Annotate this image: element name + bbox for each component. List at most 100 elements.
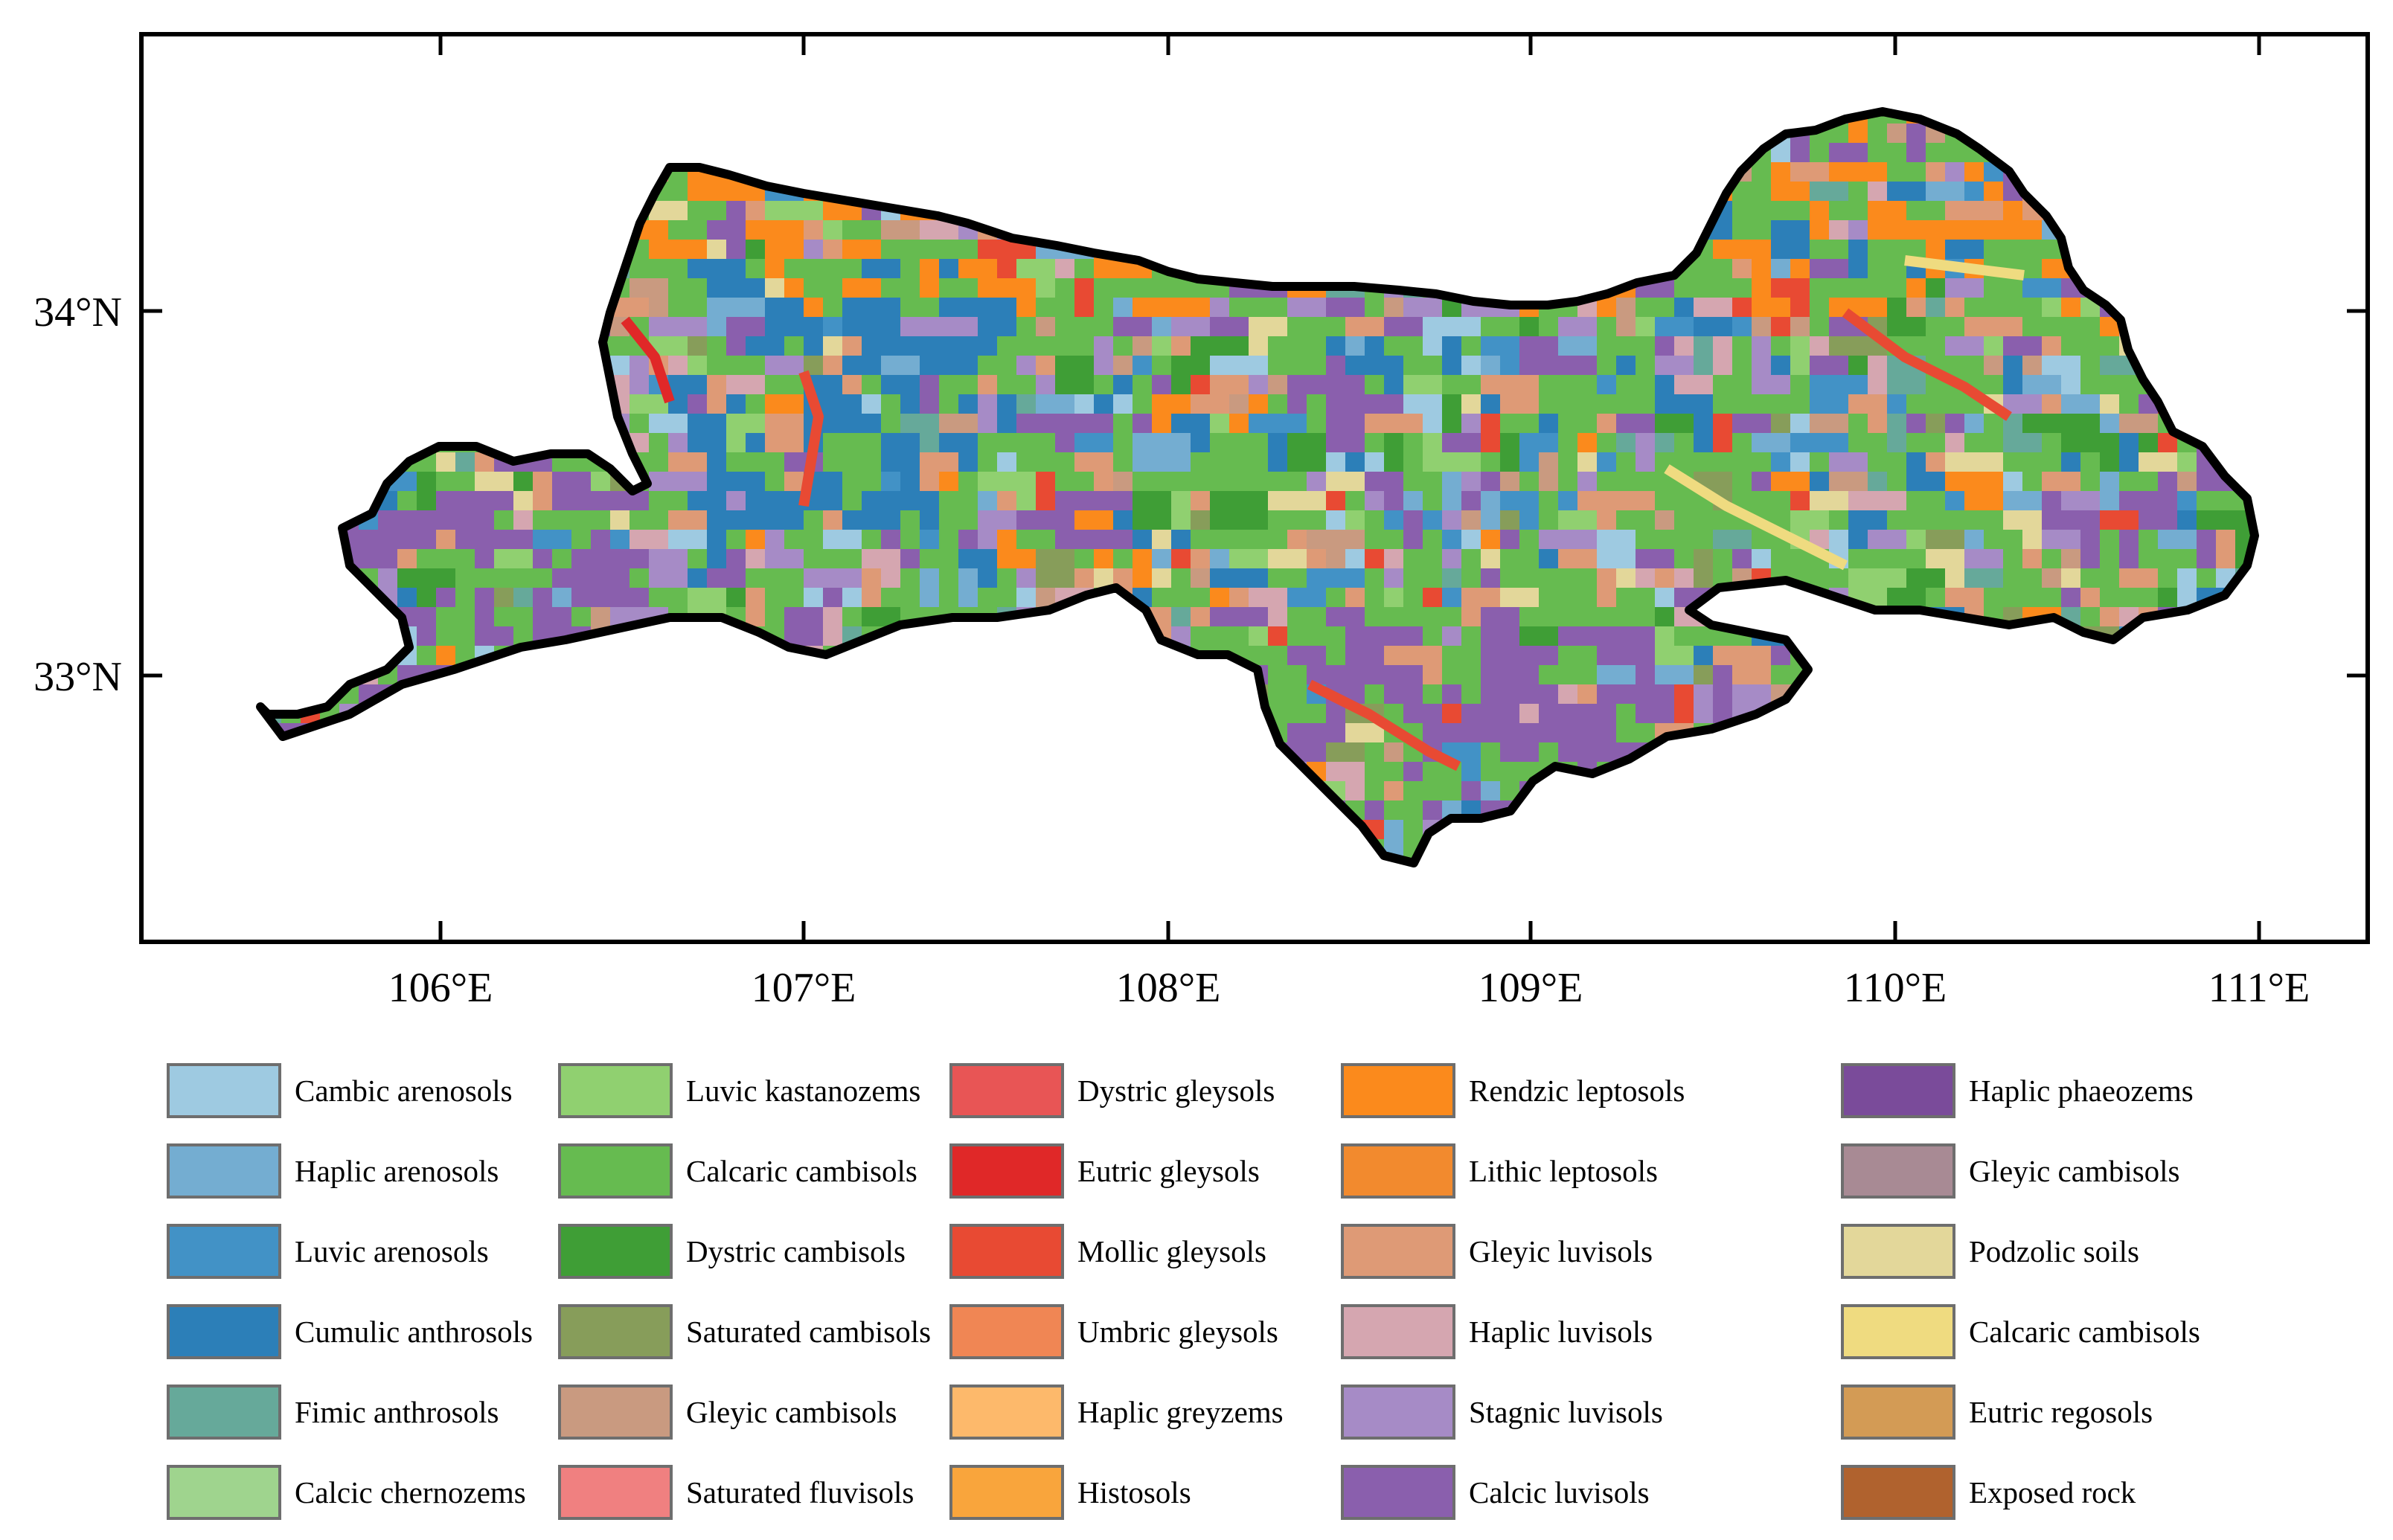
soil-cell [862,510,900,530]
soil-cell [2042,530,2080,549]
soil-cell [1810,182,1848,201]
soil-cell [2080,375,2119,394]
soil-cell [1326,491,1345,510]
soil-cell [765,530,784,549]
soil-cell [1868,530,1906,549]
soil-cell [1597,530,1636,568]
x-tick-label-108: 108°E [1116,965,1221,1011]
soil-cell [1597,433,1616,452]
legend-swatch [558,1304,673,1359]
soil-cell [1519,317,1539,336]
soil-cell [688,259,746,278]
soil-cell [823,607,842,646]
soil-cell [1616,414,1655,433]
soil-cell [1732,433,1752,452]
legend-item: Histosols [949,1463,1191,1522]
legend-item: Luvic arenosols [167,1222,489,1281]
soil-cell [688,394,707,414]
soil-cell [784,259,842,278]
soil-cell [1655,414,1694,433]
legend-swatch [1841,1465,1955,1520]
soil-cell [1887,588,1906,607]
soil-cell [2080,414,2100,452]
soil-cell [707,278,746,298]
soil-cell [1152,298,1171,317]
soil-cell [746,491,804,510]
soil-cell [746,568,804,588]
soil-cell [784,278,804,298]
soil-cell [1790,336,1810,375]
soil-cell [1191,626,1210,646]
soil-cell [920,530,939,549]
soil-cell [1848,491,1906,510]
legend-item: Mollic gleysols [949,1222,1266,1281]
soil-cell [494,472,513,491]
soil-cell [1558,646,1577,665]
soil-cell [1461,549,1481,568]
soil-cell [1074,278,1094,317]
soil-cell [2061,298,2080,317]
soil-cell [2139,433,2158,452]
soil-cell [1094,336,1113,375]
soil-cell [1384,317,1423,336]
legend-label: Lithic leptosols [1469,1154,1658,1188]
soil-cell [1016,588,1036,607]
soil-cell [1268,549,1307,568]
soil-cell [1926,298,1945,317]
soil-cell [533,472,552,510]
legend-label: Calcaric cambisols [686,1154,917,1188]
legend-item: Haplic greyzems [949,1382,1284,1442]
soil-cell [1694,452,1713,472]
soil-cell [939,336,958,356]
soil-cell [1771,298,1790,317]
x-tick-label-107: 107°E [752,965,856,1011]
soil-cell [1519,704,1539,723]
soil-cell [475,626,513,646]
soil-cell [784,607,823,646]
soil-cell [900,549,920,568]
soil-cell [417,510,436,530]
soil-cell [1055,433,1074,452]
soil-cell [1074,452,1113,472]
y-tick-label-33: 33°N [33,654,122,700]
soil-cell [1887,414,1906,452]
soil-cell [1848,568,1906,588]
legend-item: Stagnic luvisols [1341,1382,1663,1442]
soil-cell [397,588,417,607]
legend-swatch [1341,1224,1455,1279]
soil-cell [1945,433,1964,452]
soil-cell [1210,375,1249,394]
legend-item: Gleyic cambisols [1841,1141,2180,1201]
soil-cell [1036,317,1055,336]
soil-cell [1752,665,1771,684]
soil-cell [1810,259,1848,278]
soil-cell [939,414,978,433]
legend-swatch [949,1385,1064,1440]
soil-cell [1133,433,1191,472]
soil-cell [1481,356,1500,375]
soil-cell [1074,414,1113,433]
legend-swatch [1841,1385,1955,1440]
soil-cell [1636,684,1674,704]
soil-cell [823,240,842,259]
legend-item: Eutric gleysols [949,1141,1260,1201]
soil-cell [1345,723,1384,742]
legend-label: Haplic arenosols [295,1154,499,1188]
legend-label: Mollic gleysols [1077,1234,1266,1268]
soil-cell [1481,530,1500,549]
soil-cell [1829,162,1887,182]
legend-item: Haplic arenosols [167,1141,499,1201]
soil-cell [1519,336,1539,375]
soil-cell [842,433,881,452]
soil-cell [2042,472,2080,491]
soil-cell [1558,742,1577,762]
legend-swatch [558,1063,673,1118]
soil-cell [958,259,997,278]
soil-cell [1558,336,1597,356]
soil-cell [958,530,978,549]
soil-cell [1191,549,1210,568]
soil-cell [2003,356,2022,394]
legend-label: Podzolic soils [1969,1234,2139,1268]
soil-cell [2003,510,2042,530]
soil-cell [2100,530,2119,568]
